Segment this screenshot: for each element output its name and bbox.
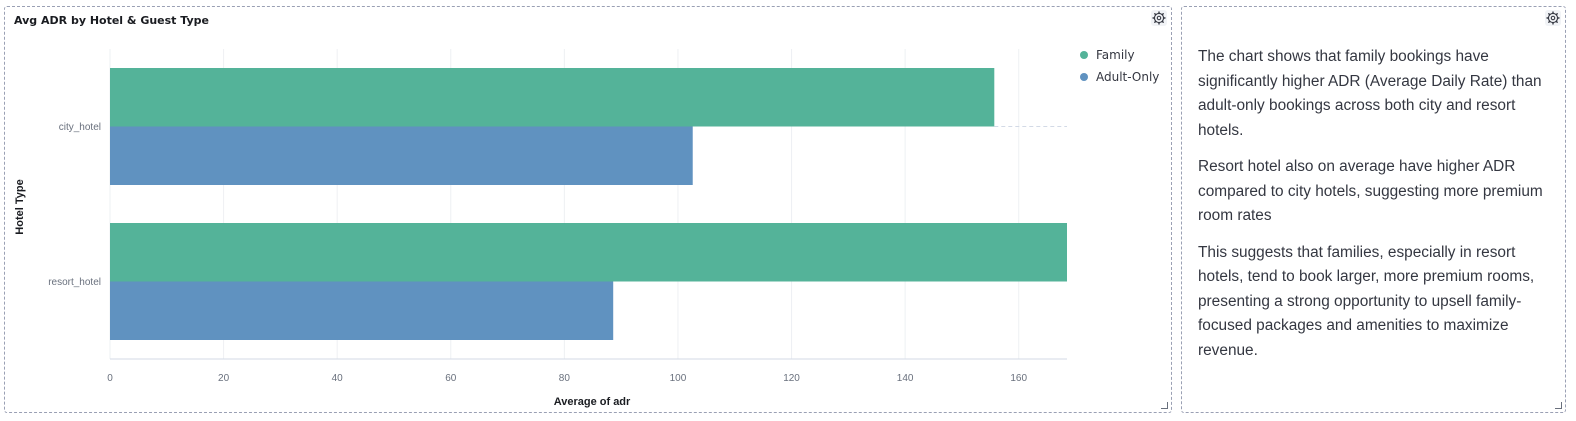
- chart-panel: Avg ADR by Hotel & Guest Type city_hotel…: [4, 6, 1172, 413]
- resize-handle[interactable]: [1161, 402, 1168, 409]
- legend-label: Family: [1096, 48, 1135, 62]
- x-tick-label: 80: [559, 373, 571, 384]
- x-tick-label: 0: [107, 373, 113, 384]
- legend-dot: [1080, 73, 1088, 81]
- x-tick-label: 60: [445, 373, 457, 384]
- panel-title: Avg ADR by Hotel & Guest Type: [14, 14, 209, 27]
- bar-chart: city_hotel resort_hotel 0 20 40 60 80 100 120 14…: [14, 49, 1067, 408]
- insight-text: The chart shows that family bookings hav…: [1198, 45, 1553, 375]
- paragraph: The chart shows that family bookings hav…: [1198, 48, 1542, 139]
- legend: Family Adult-Only: [1080, 44, 1159, 88]
- bar-resort_hotel-family[interactable]: [110, 223, 1067, 282]
- x-tick-label: 20: [218, 373, 230, 384]
- legend-label: Adult-Only: [1096, 70, 1160, 84]
- legend-item-adult-only[interactable]: Adult-Only: [1080, 66, 1159, 88]
- resize-handle[interactable]: [1555, 402, 1562, 409]
- legend-dot: [1080, 51, 1088, 59]
- x-tick-label: 160: [1010, 373, 1027, 384]
- paragraph: Resort hotel also on average have higher…: [1198, 158, 1543, 224]
- y-axis-label: Hotel Type: [14, 179, 26, 234]
- x-tick-label: 120: [783, 373, 800, 384]
- bar-city_hotel-family[interactable]: [110, 68, 995, 127]
- y-tick-label: resort_hotel: [48, 277, 101, 288]
- legend-item-family[interactable]: Family: [1080, 44, 1159, 66]
- x-tick-label: 140: [897, 373, 914, 384]
- gear-icon[interactable]: [1151, 10, 1167, 26]
- x-tick-label: 100: [670, 373, 687, 384]
- bar-city_hotel-adult-only[interactable]: [110, 126, 693, 186]
- x-axis-label: Average of adr: [554, 396, 631, 408]
- x-tick-label: 40: [332, 373, 344, 384]
- gear-icon[interactable]: [1545, 10, 1561, 26]
- bar-resort_hotel-adult-only[interactable]: [110, 281, 614, 341]
- markdown-panel: The chart shows that family bookings hav…: [1181, 6, 1566, 413]
- paragraph: This suggests that families, especially …: [1198, 243, 1535, 359]
- y-tick-label: city_hotel: [59, 122, 101, 133]
